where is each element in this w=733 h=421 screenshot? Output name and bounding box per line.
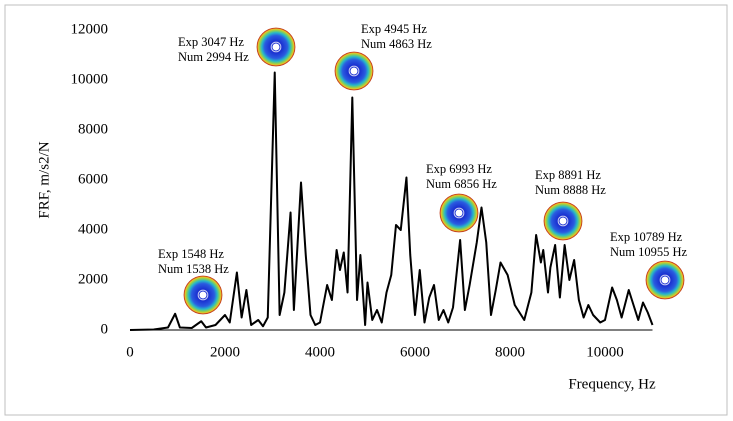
mode-shape-hub [271, 42, 281, 52]
y-axis-title: FRF, m/s2/N [36, 141, 52, 218]
annotation: Num 10955 Hz [610, 245, 688, 259]
mode-shape-hub [660, 275, 670, 285]
line [129, 71, 654, 331]
annotation: Num 6856 Hz [426, 177, 497, 191]
y-tick-label: 12000 [71, 21, 109, 37]
y-tick-label: 2000 [78, 271, 108, 287]
y-tick-label: 6000 [78, 171, 108, 187]
mode-shape-hub [349, 66, 359, 76]
x-tick-label: 10000 [586, 344, 624, 360]
annotation: Exp 8891 Hz [535, 168, 601, 182]
annotation: Num 2994 Hz [178, 50, 249, 64]
annotation: Exp 6993 Hz [426, 162, 492, 176]
x-tick-label: 2000 [210, 344, 240, 360]
x-tick-label: 6000 [400, 344, 430, 360]
annotation: Exp 4945 Hz [361, 22, 427, 36]
y-tick-label: 10000 [71, 71, 109, 87]
annotation: Num 1538 Hz [158, 262, 229, 276]
mode-shape-hub [198, 290, 208, 300]
frame [4, 4, 728, 416]
x-tick-label: 8000 [495, 344, 525, 360]
x-tick-label: 0 [126, 344, 134, 360]
x-tick-label: 4000 [305, 344, 335, 360]
y-tick-label: 4000 [78, 221, 108, 237]
y-tick-label: 0 [101, 321, 109, 337]
y-tick-label: 8000 [78, 121, 108, 137]
annotation: Num 8888 Hz [535, 183, 606, 197]
annotation: Exp 1548 Hz [158, 247, 224, 261]
mode-shape-hub [558, 216, 568, 226]
annotation: Num 4863 Hz [361, 37, 432, 51]
annotation: Exp 3047 Hz [178, 35, 244, 49]
mode-shape-hub [454, 208, 464, 218]
annotation: Exp 10789 Hz [610, 230, 683, 244]
x-axis-title: Frequency, Hz [568, 376, 656, 392]
